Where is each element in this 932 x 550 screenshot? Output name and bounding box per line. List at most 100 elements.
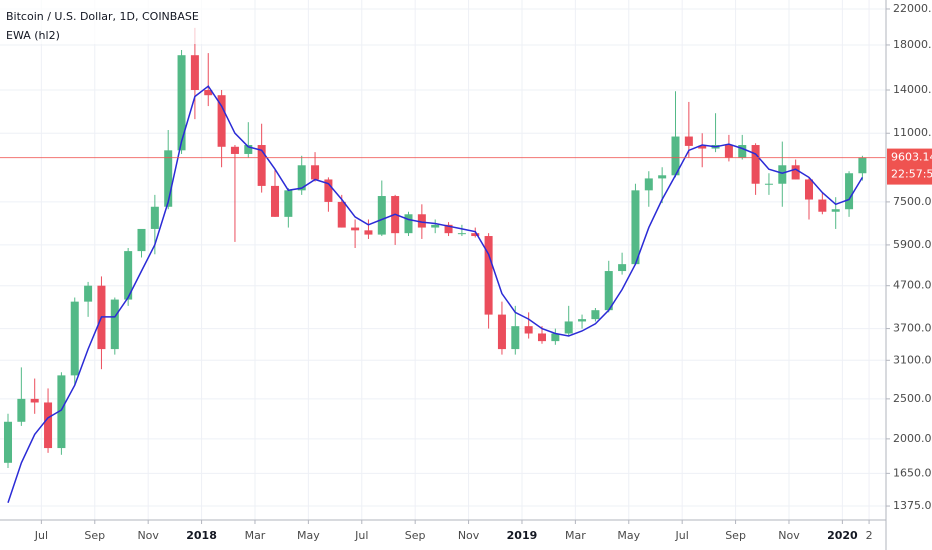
y-tick-label: 5900.00 [893,238,932,251]
candle-body [204,90,213,96]
candle-body [724,145,733,158]
x-tick-label: Nov [458,529,480,542]
candle-body [3,421,13,463]
candle-body [431,224,440,228]
x-tick-label: Jul [34,529,48,542]
candle-body [17,398,26,422]
candle-body [738,145,747,158]
candle-body [537,333,547,342]
candle-body [30,398,39,403]
candle-body [351,227,360,231]
candle-body [257,145,266,186]
y-tick-label: 11000.00 [893,126,932,139]
x-tick-label: May [297,529,320,542]
candle-body [591,310,600,320]
candle-body [284,190,293,217]
candle-body [164,150,173,207]
candle-body [137,228,146,252]
candle-body [804,179,814,200]
candle-body [297,165,306,191]
x-tick-label: Sep [405,529,426,542]
x-tick-label: Jul [354,529,368,542]
candle-body [524,326,533,334]
y-tick-label: 18000.00 [893,38,932,51]
candle-body [631,190,640,265]
axes: 1375.00 1650.00 2000.00 2500.00 3100.00 3700.… [34,2,932,542]
candle-body [831,209,840,212]
candle-body [404,214,413,234]
candle-body [604,271,613,311]
candle-body [217,95,226,147]
y-tick-label: 2500.00 [893,392,932,405]
candle-body [44,402,53,449]
candle-body [110,299,119,350]
candle-body [497,314,506,350]
y-tick-label: 2000.00 [893,432,932,445]
candle-body [764,183,773,185]
candle-body [190,55,199,91]
x-tick-label: Mar [565,529,586,542]
x-tick-label: 2018 [186,529,217,542]
candle-body [751,145,760,184]
candle-body [444,224,453,234]
x-tick-label: Nov [778,529,800,542]
grid [0,0,886,520]
candle-body [364,230,373,235]
candle-body [791,165,800,180]
candle-body [658,175,667,179]
candle-body [671,136,680,176]
indicator-legend: EWA (hl2) [6,29,60,42]
x-tick-label: Sep [725,529,746,542]
ewa-line [7,85,864,504]
candle-body [150,206,159,229]
candle-body [311,165,320,180]
candle-body [698,145,707,149]
candle-body [417,214,426,228]
candle-body [644,178,653,191]
candle-body [84,285,93,302]
candle-body [564,321,573,334]
candle-body [818,199,827,212]
candle-body [457,233,466,235]
y-tick-label: 4700.00 [893,279,932,292]
x-tick-label: Sep [84,529,105,542]
last-price-label: 9603.14 [891,151,932,164]
x-tick-label: Jul [675,529,689,542]
x-tick-label: 2020 [827,529,858,542]
last-price-box [887,148,932,185]
candle-body [778,165,787,184]
candle-body [471,233,480,237]
candle-body [551,333,560,342]
candle-body [858,157,867,174]
x-tick-label: May [617,529,640,542]
y-tick-label: 22000.00 [893,2,932,15]
y-tick-label: 3700.00 [893,322,932,335]
candle-body [177,55,186,151]
chart-title: Bitcoin / U.S. Dollar, 1D, COINBASE [6,10,199,23]
y-tick-label: 3100.00 [893,353,932,366]
countdown-label: 22:57:57 [891,168,932,181]
y-tick-label: 1650.00 [893,466,932,479]
x-tick-label: 2019 [507,529,538,542]
y-tick-label: 14000.00 [893,83,932,96]
y-tick-label: 7500.00 [893,195,932,208]
x-tick-label: Mar [245,529,266,542]
candle-body [511,326,520,350]
candle-body [57,375,66,449]
candle-body [70,301,79,376]
candle-body [618,264,627,272]
candle-body [845,173,854,210]
x-tick-label: Nov [137,529,159,542]
candle-body [270,185,280,217]
x-tick-label: 2 [866,529,873,542]
candle-body [578,319,587,322]
legend-bg [0,0,230,44]
candle-body [484,236,493,315]
candle-body [244,145,253,154]
candle-body [684,136,693,146]
candle-body [337,201,346,228]
candle-body [230,146,239,154]
plot [0,27,886,504]
